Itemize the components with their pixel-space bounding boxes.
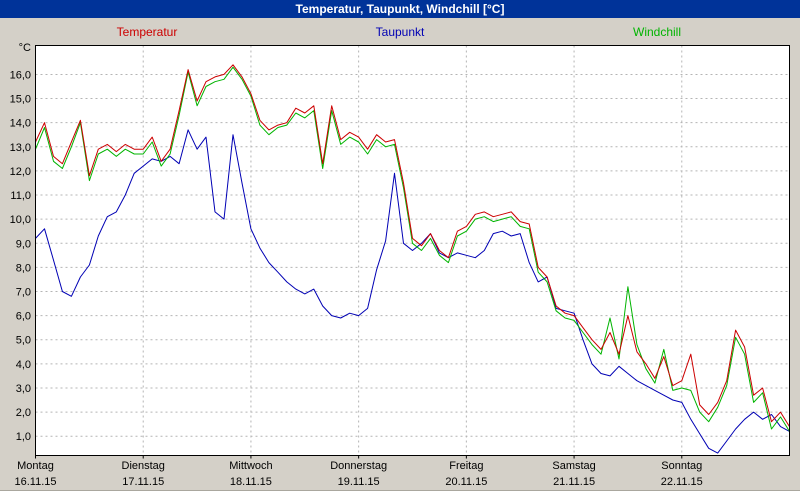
x-day-label: Montag xyxy=(17,460,54,472)
plot-border xyxy=(35,45,790,456)
y-tick-label: 10,0 xyxy=(10,214,31,226)
x-day-label: Mittwoch xyxy=(229,460,272,472)
chart-title: Temperatur, Taupunkt, Windchill [°C] xyxy=(295,2,505,16)
series-windchill xyxy=(35,66,790,432)
series-temperatur xyxy=(35,64,790,427)
y-tick-label: 15,0 xyxy=(10,94,31,106)
x-day-label: Freitag xyxy=(449,460,483,472)
x-date-label: 19.11.15 xyxy=(338,476,380,488)
y-tick-label: 2,0 xyxy=(16,407,31,419)
y-tick-label: 12,0 xyxy=(10,166,31,178)
y-tick-label: 11,0 xyxy=(10,190,31,202)
y-tick-label: 8,0 xyxy=(16,262,31,274)
title-bar: Temperatur, Taupunkt, Windchill [°C] xyxy=(0,0,800,18)
status-strip xyxy=(0,490,800,500)
x-date-label: 18.11.15 xyxy=(230,476,272,488)
x-date-label: 20.11.15 xyxy=(445,476,487,488)
y-tick-label: 1,0 xyxy=(16,431,31,443)
x-date-label: 22.11.15 xyxy=(661,476,703,488)
legend-taupunkt: Taupunkt xyxy=(375,25,425,39)
x-day-label: Sonntag xyxy=(661,460,702,472)
x-day-label: Samstag xyxy=(552,460,595,472)
x-date-label: 17.11.15 xyxy=(122,476,164,488)
y-tick-label: 16,0 xyxy=(10,69,31,81)
legend-temperatur: Temperatur xyxy=(116,25,178,39)
y-tick-label: 13,0 xyxy=(10,142,31,154)
y-axis-unit: °C xyxy=(19,42,31,54)
y-tick-label: 7,0 xyxy=(16,287,31,299)
legend-windchill: Windchill xyxy=(632,25,682,39)
x-day-label: Dienstag xyxy=(122,460,165,472)
x-day-label: Donnerstag xyxy=(330,460,387,472)
y-tick-label: 6,0 xyxy=(16,311,31,323)
y-tick-label: 9,0 xyxy=(16,238,31,250)
y-tick-label: 5,0 xyxy=(16,335,31,347)
y-tick-label: 4,0 xyxy=(16,359,31,371)
x-date-label: 16.11.15 xyxy=(14,476,56,488)
y-tick-label: 3,0 xyxy=(16,383,31,395)
y-tick-label: 14,0 xyxy=(10,118,31,130)
x-date-label: 21.11.15 xyxy=(553,476,595,488)
